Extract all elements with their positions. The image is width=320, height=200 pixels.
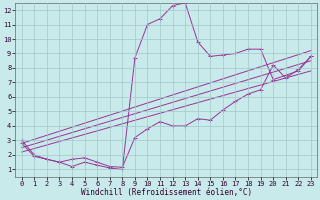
X-axis label: Windchill (Refroidissement éolien,°C): Windchill (Refroidissement éolien,°C) bbox=[81, 188, 252, 197]
